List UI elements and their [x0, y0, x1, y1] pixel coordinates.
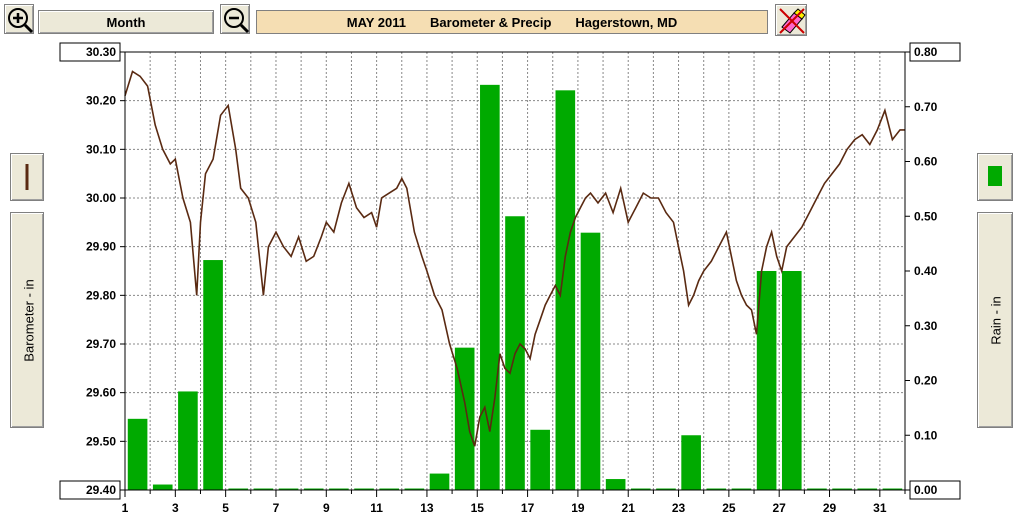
left-tick-label: 30.00: [86, 191, 116, 205]
right-tick-label: 0.30: [914, 319, 938, 333]
precip-bar: [303, 488, 324, 490]
x-tick-label: 15: [471, 501, 485, 515]
right-tick-box: [909, 480, 961, 500]
precip-bar: [731, 488, 752, 490]
precip-bar: [404, 488, 425, 490]
left-tick-label: 30.30: [86, 45, 116, 59]
right-tick-label: 0.60: [914, 155, 938, 169]
precip-bar: [756, 271, 777, 490]
left-tick-label: 29.70: [86, 337, 116, 351]
eraser-icon: [779, 8, 806, 34]
right-tick-label: 0.40: [914, 264, 938, 278]
rain-legend-button[interactable]: [977, 153, 1013, 201]
precip-bar: [127, 418, 148, 490]
precip-bar: [530, 429, 550, 490]
barometer-line: [124, 70, 905, 447]
range-selector-button[interactable]: Month: [38, 10, 214, 34]
title-chart: Barometer & Precip: [430, 14, 552, 30]
right-tick-label: 0.00: [914, 483, 938, 497]
precip-bar: [152, 484, 173, 490]
precip-bars: [127, 84, 903, 491]
x-tick-label: 23: [672, 501, 686, 515]
precip-bar: [203, 260, 223, 490]
precip-bar: [228, 488, 249, 490]
x-tick-label: 29: [823, 501, 837, 515]
x-tick-label: 25: [722, 501, 736, 515]
precip-bar: [781, 271, 802, 490]
green-bar-icon: [988, 166, 1002, 186]
chart-title-bar: MAY 2011 Barometer & Precip Hagerstown, …: [256, 10, 768, 34]
right-tick-label: 0.70: [914, 100, 938, 114]
clear-button[interactable]: [775, 4, 807, 36]
precip-bar: [379, 488, 400, 490]
x-tick-label: 1: [122, 501, 129, 515]
left-tick-box: [59, 42, 121, 62]
precip-bar: [605, 479, 626, 490]
precip-bar: [178, 391, 198, 490]
left-tick-label: 29.40: [86, 483, 116, 497]
brown-line-icon: [25, 164, 29, 190]
precip-bar: [253, 488, 274, 490]
zoom-out-icon: [224, 8, 250, 34]
precip-bar: [807, 488, 827, 490]
x-tick-label: 11: [370, 501, 383, 515]
title-month: MAY 2011: [346, 14, 407, 30]
precip-bar: [832, 488, 852, 490]
x-tick-label: 3: [172, 501, 179, 515]
zoom-out-button[interactable]: [220, 4, 250, 34]
x-tick-label: 7: [273, 501, 280, 515]
precip-bar: [429, 473, 450, 490]
x-tick-label: 27: [773, 501, 787, 515]
precip-bar: [555, 90, 576, 490]
rain-axis-button[interactable]: Rain - in: [977, 212, 1013, 428]
precip-bar: [681, 435, 701, 490]
barometer-legend-button[interactable]: [10, 153, 44, 201]
title-location: Hagerstown, MD: [575, 14, 678, 30]
precip-bar: [630, 488, 651, 490]
left-tick-box: [59, 480, 121, 500]
x-tick-label: 19: [571, 501, 585, 515]
precip-bar: [656, 488, 676, 490]
right-tick-label: 0.80: [914, 45, 938, 59]
x-tick-label: 17: [521, 501, 535, 515]
x-tick-label: 5: [222, 501, 229, 515]
precip-bar: [329, 488, 349, 490]
precip-bar: [580, 232, 601, 491]
precip-bar: [480, 84, 500, 490]
left-tick-label: 29.50: [86, 434, 116, 448]
x-tick-label: 21: [622, 501, 636, 515]
x-tick-label: 9: [323, 501, 330, 515]
right-tick-label: 0.20: [914, 374, 938, 388]
precip-bar: [882, 488, 903, 490]
barometer-axis-button[interactable]: Barometer - in: [10, 212, 44, 428]
right-tick-label: 0.50: [914, 209, 938, 223]
left-tick-label: 29.80: [86, 288, 116, 302]
zoom-in-button[interactable]: [4, 4, 34, 34]
x-tick-label: 31: [873, 501, 887, 515]
precip-bar: [354, 488, 374, 490]
precip-bar: [706, 488, 727, 490]
right-tick-box: [909, 42, 961, 62]
left-tick-label: 30.10: [86, 142, 116, 156]
left-tick-label: 29.60: [86, 386, 116, 400]
precip-bar: [278, 488, 299, 490]
range-label: Month: [106, 14, 146, 30]
left-tick-label: 30.20: [86, 94, 116, 108]
axis-ticks: 30.3030.2030.1030.0029.9029.8029.7029.60…: [59, 42, 961, 515]
zoom-in-icon: [8, 8, 34, 34]
precip-bar: [857, 488, 878, 490]
x-tick-label: 13: [420, 501, 434, 515]
left-tick-label: 29.90: [86, 240, 116, 254]
right-tick-label: 0.10: [914, 428, 938, 442]
